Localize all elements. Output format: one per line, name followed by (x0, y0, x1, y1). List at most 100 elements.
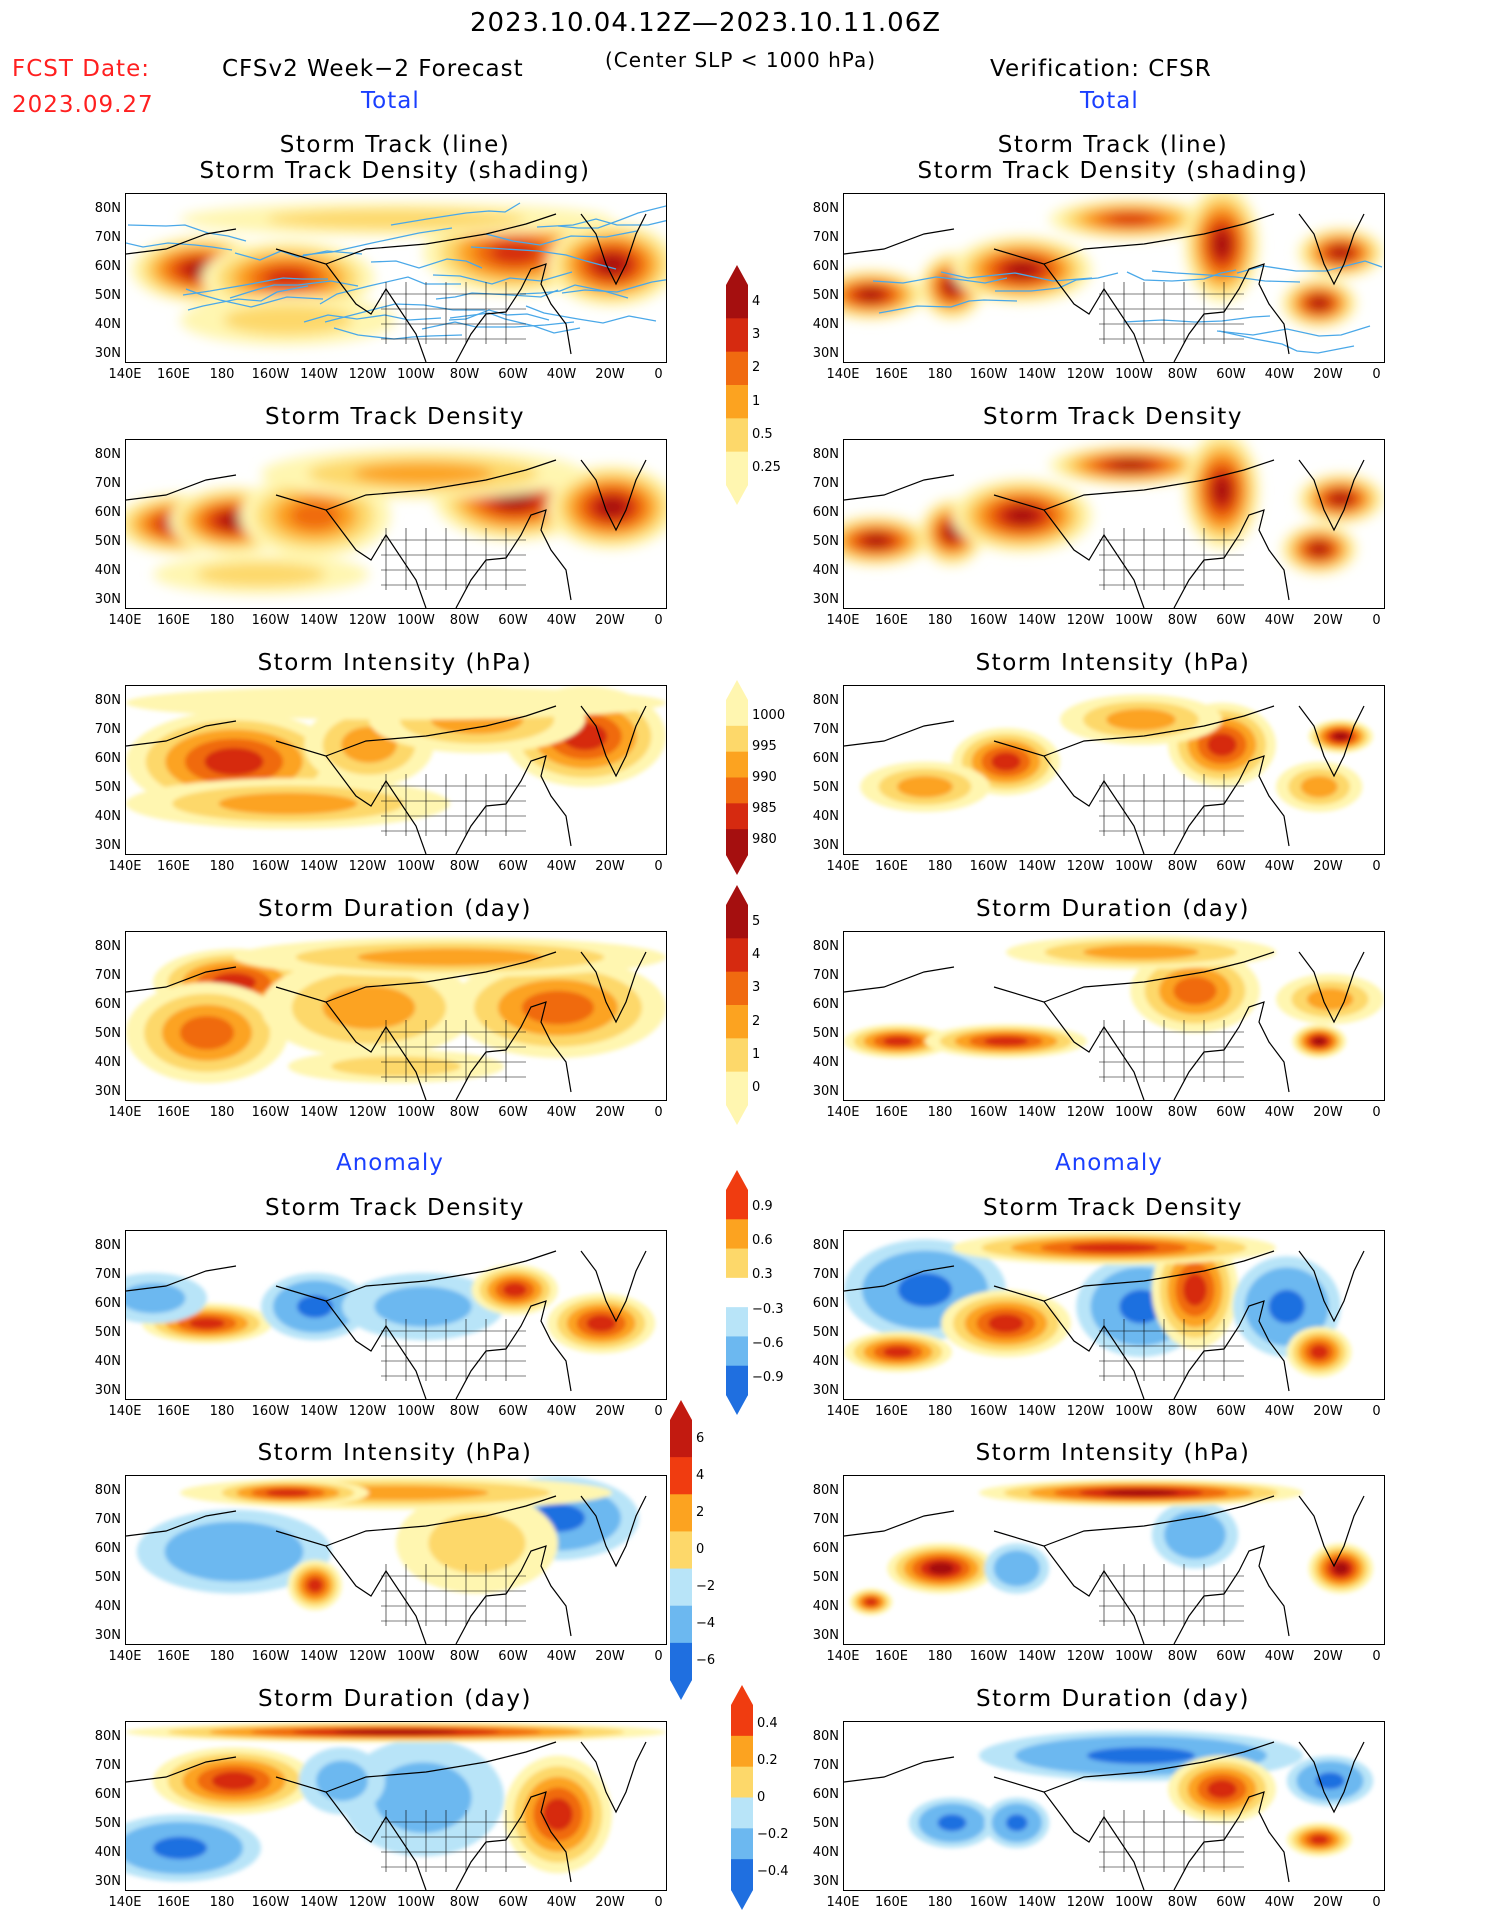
lon-label: 100W (391, 367, 441, 382)
map-field (844, 194, 1384, 362)
lat-label: 60N (799, 997, 839, 1012)
lon-label: 80W (1158, 1105, 1208, 1120)
map-panel-aduration-verification (843, 1721, 1385, 1891)
field-contour (212, 1772, 256, 1790)
lon-label: 140E (818, 367, 868, 382)
lat-label: 80N (799, 1729, 839, 1744)
field-contour (883, 1037, 912, 1046)
field-contour (1213, 477, 1230, 504)
lon-label: 40W (1255, 613, 1305, 628)
storm-track-line (1217, 326, 1370, 336)
lon-label: 120W (343, 367, 393, 382)
lat-label: 30N (81, 1628, 121, 1643)
lon-label: 160W (964, 859, 1014, 874)
lat-label: 50N (81, 534, 121, 549)
lon-label: 160W (246, 367, 296, 382)
map-field (844, 686, 1384, 854)
field-contour (323, 986, 416, 1029)
lon-label: 80W (1158, 613, 1208, 628)
lon-label: 100W (1109, 1105, 1159, 1120)
lon-label: 140W (1012, 1105, 1062, 1120)
colorbar-segment (726, 778, 748, 804)
colorbar-label: −6 (696, 1653, 715, 1668)
lon-label: 60W (488, 613, 538, 628)
lon-label: 20W (585, 1404, 635, 1419)
lat-label: 70N (81, 968, 121, 983)
storm-track-line (526, 306, 656, 323)
colorbar-label: 0.5 (752, 427, 773, 442)
colorbar-label: 0.6 (752, 1233, 773, 1248)
lat-label: 60N (799, 505, 839, 520)
field-contour (929, 1563, 954, 1575)
lon-label: 100W (391, 859, 441, 874)
lon-label: 100W (1109, 1895, 1159, 1910)
colorbar-label: 995 (752, 739, 777, 754)
lon-label: 140W (1012, 367, 1062, 382)
field-contour (331, 1056, 461, 1076)
lon-label: 160W (246, 1404, 296, 1419)
field-contour (297, 1295, 333, 1317)
field-contour (266, 209, 525, 229)
colorbar-label: 990 (752, 770, 777, 785)
lat-label: 70N (799, 1758, 839, 1773)
lat-label: 40N (81, 809, 121, 824)
lon-label: 140E (818, 1105, 868, 1120)
lon-label: 160W (246, 1105, 296, 1120)
colorbar-label: 3 (752, 327, 760, 342)
title-anom-density-right: Storm Track Density (843, 1195, 1383, 1221)
lat-label: 70N (81, 1758, 121, 1773)
lon-label: 120W (343, 1105, 393, 1120)
lat-label: 40N (799, 563, 839, 578)
lon-label: 180 (197, 1649, 247, 1664)
colorbar-segment (670, 1457, 692, 1495)
lat-label: 30N (81, 346, 121, 361)
colorbar-label: 0 (752, 1080, 760, 1095)
lon-label: 120W (343, 613, 393, 628)
lon-label: 40W (537, 613, 587, 628)
lon-label: 140W (1012, 1649, 1062, 1664)
colorbar-label: 1000 (752, 708, 785, 723)
section-total-left: Total (361, 88, 420, 114)
field-contour (1301, 776, 1338, 798)
field-contour (1310, 297, 1327, 309)
lon-label: 0 (1352, 613, 1402, 628)
map-field (126, 1722, 666, 1890)
lon-label: 160E (867, 859, 917, 874)
lon-label: 80W (1158, 1649, 1208, 1664)
lon-label: 60W (1206, 859, 1256, 874)
field-contour (180, 1016, 234, 1050)
lon-label: 60W (488, 859, 538, 874)
colorbar-segment (726, 1249, 748, 1279)
field-contour (354, 463, 493, 485)
field-contour (897, 776, 953, 798)
field-contour (374, 1286, 471, 1326)
lon-label: 100W (1109, 859, 1159, 874)
lat-label: 30N (81, 592, 121, 607)
title-track-line-left: Storm Track (line) (125, 132, 665, 158)
lat-label: 50N (81, 1816, 121, 1831)
colorbar-label: 0.25 (752, 460, 781, 475)
field-contour (196, 562, 326, 586)
colorbar-segment (726, 1072, 748, 1106)
title-anom-density-left: Storm Track Density (125, 1195, 665, 1221)
lat-label: 40N (81, 1055, 121, 1070)
lon-label: 100W (1109, 613, 1159, 628)
lon-label: 100W (391, 1105, 441, 1120)
lon-label: 180 (197, 1105, 247, 1120)
field-contour (290, 502, 340, 530)
lon-label: 60W (1206, 1404, 1256, 1419)
lon-label: 140E (100, 1895, 150, 1910)
lon-label: 40W (537, 1404, 587, 1419)
lon-label: 160W (964, 1404, 1014, 1419)
field-contour (1108, 214, 1152, 225)
verification-title: Verification: CFSR (990, 56, 1212, 82)
lat-label: 40N (799, 809, 839, 824)
lon-label: 120W (1061, 613, 1111, 628)
lat-label: 60N (799, 751, 839, 766)
lat-label: 80N (81, 1238, 121, 1253)
lon-label: 140W (294, 859, 344, 874)
lat-label: 40N (799, 1599, 839, 1614)
lon-label: 140E (100, 859, 150, 874)
title-anom-intensity-left: Storm Intensity (hPa) (125, 1440, 665, 1466)
colorbar-segment (726, 318, 748, 352)
